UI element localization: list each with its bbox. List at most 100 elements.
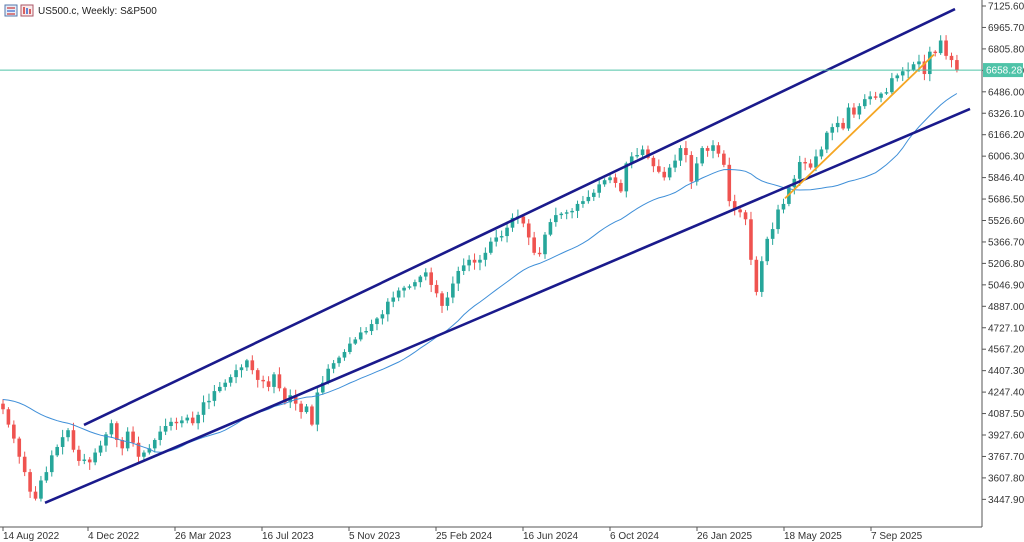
y-tick-label: 3607.80 (988, 473, 1024, 484)
candle (494, 229, 499, 247)
candle (245, 358, 249, 372)
y-tick-label: 7125.60 (988, 2, 1024, 13)
candle (174, 417, 179, 430)
candle (478, 254, 482, 271)
candle (597, 177, 601, 198)
candle (451, 276, 455, 304)
candle (169, 417, 173, 431)
candle (413, 279, 417, 290)
channel-lower-line[interactable] (44, 107, 971, 505)
y-tick-label: 5206.80 (988, 259, 1024, 270)
candle (890, 72, 894, 95)
candle (6, 407, 11, 428)
candle (852, 103, 856, 118)
candle (223, 379, 228, 391)
candle (418, 274, 423, 288)
y-tick-label: 5846.40 (988, 173, 1024, 184)
candle (472, 253, 477, 270)
candle (87, 457, 92, 470)
candle (369, 319, 374, 336)
x-tick-label: 16 Jun 2024 (523, 531, 578, 542)
candle (678, 145, 683, 166)
candle (142, 450, 146, 460)
candle (22, 451, 27, 477)
candle (803, 157, 807, 171)
candle (185, 414, 190, 424)
y-tick-label: 3767.70 (988, 452, 1024, 463)
chart-window-icon[interactable] (4, 4, 18, 17)
candle (266, 376, 271, 392)
candle (489, 237, 493, 255)
candle (342, 349, 347, 361)
x-tick-label: 26 Mar 2023 (175, 531, 232, 542)
candle (743, 210, 748, 226)
candle (196, 411, 200, 430)
candle (272, 372, 276, 394)
candle (825, 130, 829, 154)
candle (250, 355, 255, 375)
candle (532, 231, 536, 256)
candle (499, 230, 504, 242)
candle (353, 336, 358, 346)
candle (586, 190, 591, 204)
candle (716, 142, 721, 158)
candle (754, 256, 759, 296)
candle (505, 221, 509, 243)
candle (900, 67, 905, 82)
candle (28, 468, 32, 498)
candle (613, 173, 618, 188)
candle (760, 256, 764, 297)
candle (39, 475, 43, 502)
candle (884, 87, 889, 96)
candle (933, 50, 938, 57)
x-tick-label: 7 Sep 2025 (871, 531, 923, 542)
candle (163, 418, 168, 436)
candle (310, 404, 314, 427)
price-axis: 7125.606965.706805.806646.006486.006326.… (982, 2, 1024, 506)
candle (895, 73, 900, 82)
indicator-window-icon[interactable] (20, 4, 34, 17)
x-tick-label: 16 Jul 2023 (262, 531, 314, 542)
candle (82, 453, 87, 465)
support-trendline[interactable] (784, 53, 935, 199)
candle (602, 178, 607, 187)
candle (727, 157, 732, 207)
candle (434, 280, 439, 298)
candle (66, 428, 70, 442)
candle (543, 232, 547, 259)
candle (711, 140, 715, 159)
candle (190, 411, 195, 426)
candle (201, 395, 206, 423)
candle (60, 429, 65, 455)
candle (564, 209, 569, 220)
candle (862, 94, 867, 109)
time-axis: 14 Aug 2022 4 Dec 2022 26 Mar 2023 16 Jul 2… (2, 527, 923, 542)
candle (212, 385, 217, 407)
candle (521, 214, 526, 228)
candle (364, 327, 368, 335)
candle (331, 360, 336, 374)
y-tick-label: 6166.20 (988, 130, 1024, 141)
candle (337, 355, 341, 367)
channel-upper-line[interactable] (83, 7, 956, 427)
candle (705, 145, 710, 157)
candle (554, 207, 558, 227)
candle (380, 310, 385, 325)
candle (700, 146, 704, 167)
candle (938, 35, 943, 55)
price-tag-label: 6658.28 (986, 66, 1023, 77)
y-tick-label: 4727.10 (988, 323, 1024, 334)
candle (44, 466, 49, 483)
drawing-objects-layer (0, 7, 982, 505)
candle (510, 213, 515, 232)
candle (526, 219, 531, 246)
candle (125, 427, 130, 452)
candle (781, 198, 786, 214)
candle (619, 179, 623, 193)
candle (684, 141, 688, 163)
candlestick-series (1, 35, 959, 502)
candle (537, 247, 542, 257)
candle (391, 291, 396, 308)
